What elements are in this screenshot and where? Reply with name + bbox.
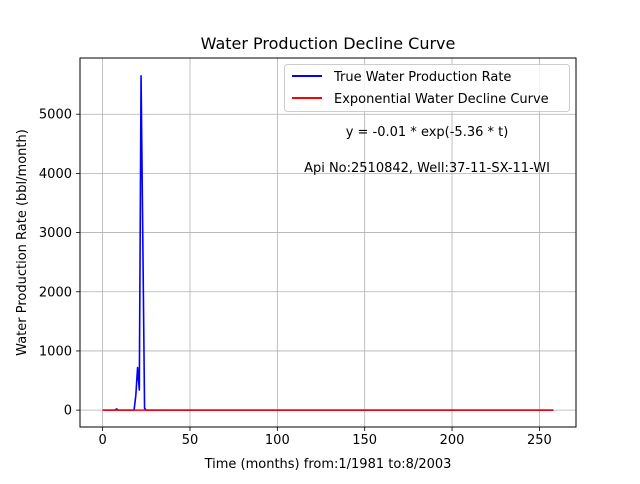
grid [80,58,576,427]
y-tick-label: 3000 [39,226,72,241]
x-tick-label: 150 [352,433,377,448]
x-tick-label: 100 [265,433,290,448]
legend-box [284,64,570,112]
legend: True Water Production Rate Exponential W… [284,64,570,112]
well-annotation: Api No:2510842, Well:37-11-SX-11-WI [304,161,550,176]
plot-frame [79,57,577,428]
chart-title: Water Production Decline Curve [201,34,456,53]
x-tick-label: 250 [527,433,552,448]
legend-label-exponential: Exponential Water Decline Curve [334,92,549,107]
y-tick-label: 0 [64,404,72,419]
y-tick-label: 5000 [39,108,72,123]
x-axis-label: Time (months) from:1/1981 to:8/2003 [204,457,452,472]
x-tick-label: 0 [98,433,106,448]
y-tick-label: 4000 [39,167,72,182]
equation-annotation: y = -0.01 * exp(-5.36 * t) [346,125,509,140]
y-tick-label: 2000 [39,285,72,300]
legend-label-true-water: True Water Production Rate [333,70,511,85]
x-tick-label: 50 [182,433,199,448]
y-tick-label: 1000 [39,344,72,359]
ticks: 0 50 100 150 200 250 0 1000 2000 3000 4000 5000 [39,108,552,448]
series-lines [102,74,554,411]
y-axis-label: Water Production Rate (bbl/month) [15,129,30,356]
x-tick-label: 200 [440,433,465,448]
